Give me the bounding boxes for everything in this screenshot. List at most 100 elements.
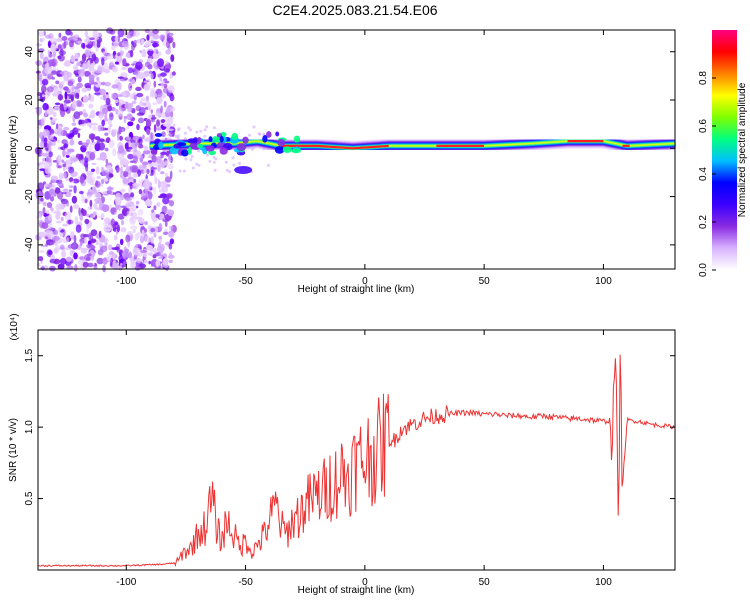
noise-speckle <box>68 40 74 48</box>
noise-speckle <box>75 153 81 159</box>
noise-speckle <box>136 123 140 131</box>
noise-speckle <box>78 68 85 77</box>
noise-speckle <box>170 110 174 118</box>
noise-speckle <box>51 70 57 75</box>
noise-speckle <box>63 203 66 208</box>
noise-speckle <box>39 52 44 60</box>
noise-speckle <box>91 162 97 166</box>
noise-speckle <box>50 133 54 141</box>
noise-speckle <box>120 227 127 233</box>
noise-speckle <box>137 117 145 124</box>
noise-speckle <box>66 133 72 138</box>
noise-speckle <box>165 194 173 199</box>
noise-speckle <box>60 198 69 204</box>
noise-speckle <box>120 165 123 174</box>
noise-speckle <box>77 259 84 266</box>
noise-speckle <box>149 92 158 99</box>
noise-speckle <box>64 71 68 77</box>
noise-speckle <box>107 186 113 195</box>
noise-speckle <box>153 232 157 238</box>
noise-speckle <box>163 68 171 73</box>
noise-speckle <box>120 263 123 266</box>
noise-speckle <box>145 199 153 207</box>
noise-speckle <box>107 105 113 112</box>
noise-speckle <box>39 162 46 165</box>
noise-speckle <box>82 95 89 103</box>
noise-speckle <box>98 142 106 151</box>
noise-speckle <box>136 112 145 117</box>
x-tick-label: 50 <box>479 577 491 588</box>
noise-speckle <box>86 152 89 159</box>
noise-speckle <box>116 82 122 91</box>
x-tick-label: 100 <box>595 577 612 588</box>
noise-speckle <box>101 57 105 66</box>
noise-speckle <box>141 49 147 58</box>
noise-speckle <box>90 109 96 119</box>
noise-speckle <box>69 85 73 93</box>
noise-speckle <box>114 36 119 42</box>
noise-speckle <box>122 77 129 80</box>
noise-speckle <box>72 250 75 254</box>
noise-speckle <box>105 158 109 164</box>
signal-blob <box>208 136 213 143</box>
noise-speckle <box>46 210 50 215</box>
noise-speckle <box>168 259 173 263</box>
noise-speckle <box>131 63 135 66</box>
noise-speckle <box>68 189 73 192</box>
noise-speckle <box>150 249 155 253</box>
noise-speckle <box>63 102 67 111</box>
noise-speckle <box>68 166 73 170</box>
noise-speckle <box>45 229 53 237</box>
noise-speckle <box>170 54 175 62</box>
noise-speckle <box>135 61 143 70</box>
noise-speckle <box>49 241 55 246</box>
noise-speckle <box>132 135 140 141</box>
noise-speckle <box>69 231 75 240</box>
noise-speckle <box>135 200 140 205</box>
noise-speckle <box>90 229 98 237</box>
colorbar-label: Normalized spectral amplitude <box>737 82 748 217</box>
snr-x-label: Height of straight line (km) <box>298 585 415 596</box>
noise-speckle <box>81 142 89 148</box>
noise-speckle <box>63 61 71 67</box>
noise-speckle <box>153 124 157 133</box>
colorbar-tick-label: 0.6 <box>698 119 709 133</box>
noise-speckle <box>90 122 99 126</box>
noise-speckle <box>147 63 153 70</box>
signal-blob <box>230 138 239 144</box>
noise-speckle <box>95 166 100 175</box>
noise-speckle <box>148 260 151 265</box>
noise-speckle <box>168 200 175 207</box>
noise-speckle <box>140 249 148 253</box>
noise-speckle <box>90 238 97 244</box>
noise-speckle <box>94 136 101 141</box>
noise-speckle <box>44 165 50 175</box>
x-tick-label: -50 <box>238 577 253 588</box>
noise-speckle <box>155 127 163 131</box>
noise-speckle <box>36 262 41 267</box>
noise-speckle <box>143 228 148 233</box>
noise-speckle <box>148 252 154 257</box>
noise-speckle <box>104 177 109 182</box>
noise-speckle <box>53 86 60 95</box>
noise-speckle <box>75 224 82 233</box>
noise-speckle <box>86 174 93 184</box>
noise-speckle <box>99 152 107 161</box>
noise-speckle <box>47 40 52 48</box>
noise-speckle <box>126 125 130 130</box>
noise-speckle <box>74 216 79 225</box>
noise-speckle <box>44 236 49 240</box>
noise-speckle <box>104 147 109 152</box>
noise-speckle <box>184 157 188 161</box>
signal-blob <box>197 136 202 144</box>
noise-speckle <box>77 40 83 44</box>
noise-speckle <box>43 265 49 272</box>
noise-speckle <box>55 242 58 247</box>
noise-speckle <box>103 222 107 226</box>
noise-speckle <box>91 186 97 192</box>
signal-blob <box>242 136 249 144</box>
noise-speckle <box>59 175 65 179</box>
noise-speckle <box>124 197 132 201</box>
noise-speckle <box>57 263 65 270</box>
noise-speckle <box>37 256 44 262</box>
